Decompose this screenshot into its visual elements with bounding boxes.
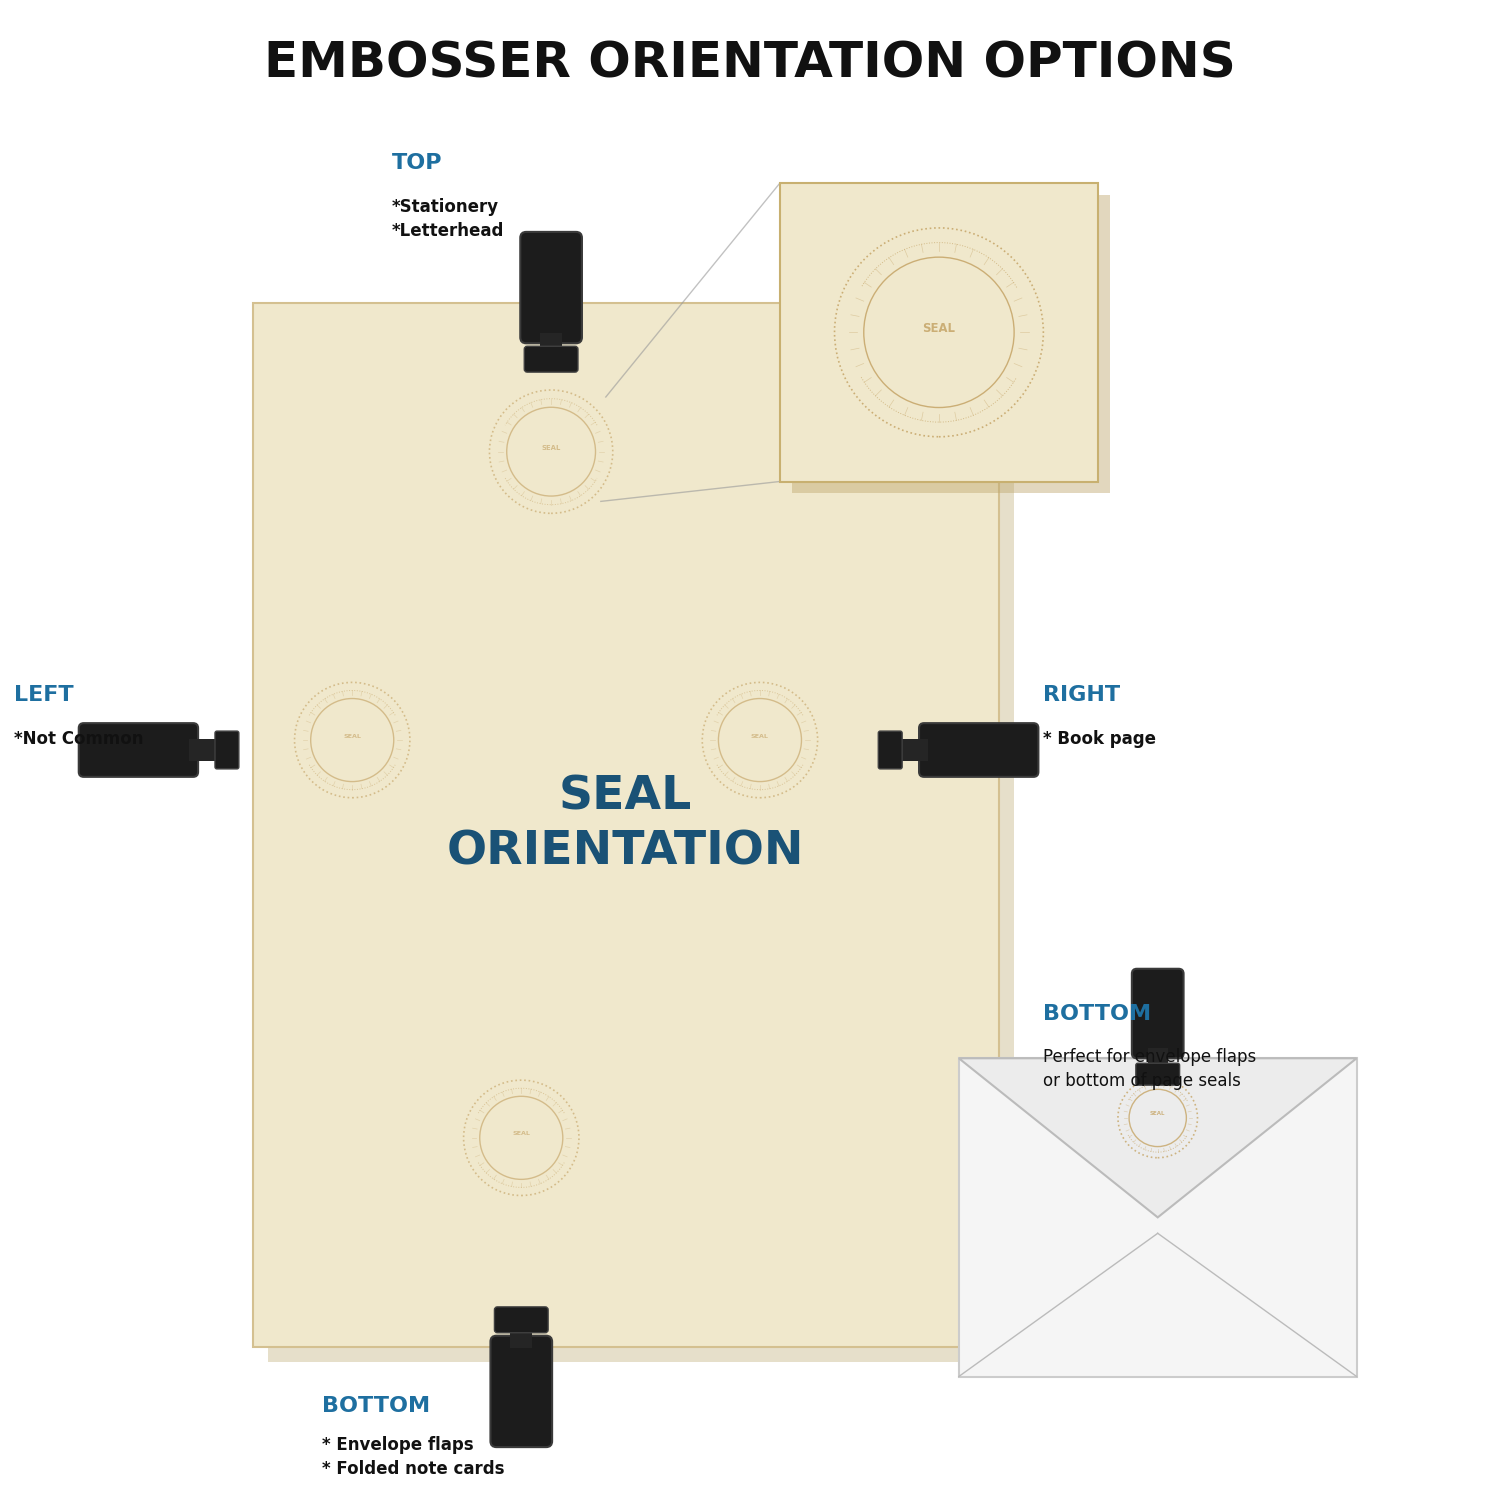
Text: LEFT: LEFT bbox=[13, 686, 74, 705]
FancyBboxPatch shape bbox=[920, 723, 1038, 777]
FancyBboxPatch shape bbox=[267, 318, 1014, 1362]
FancyBboxPatch shape bbox=[1136, 1064, 1179, 1084]
Text: SEAL: SEAL bbox=[513, 1131, 531, 1137]
Text: BOTTOM: BOTTOM bbox=[322, 1396, 430, 1416]
FancyBboxPatch shape bbox=[78, 723, 198, 777]
FancyBboxPatch shape bbox=[495, 1306, 548, 1332]
Bar bbox=[189, 740, 220, 760]
Text: * Envelope flaps
* Folded note cards: * Envelope flaps * Folded note cards bbox=[322, 1436, 506, 1478]
Text: SEAL: SEAL bbox=[1150, 1112, 1166, 1116]
Bar bbox=[1148, 1048, 1167, 1078]
FancyBboxPatch shape bbox=[958, 1059, 1356, 1377]
Text: *Stationery
*Letterhead: *Stationery *Letterhead bbox=[392, 198, 504, 240]
FancyBboxPatch shape bbox=[490, 1335, 552, 1448]
Polygon shape bbox=[958, 1059, 1356, 1218]
FancyBboxPatch shape bbox=[254, 303, 999, 1347]
Bar bbox=[510, 1316, 532, 1347]
FancyBboxPatch shape bbox=[780, 183, 1098, 482]
FancyBboxPatch shape bbox=[879, 730, 902, 770]
Text: SEAL: SEAL bbox=[542, 444, 561, 450]
Text: EMBOSSER ORIENTATION OPTIONS: EMBOSSER ORIENTATION OPTIONS bbox=[264, 40, 1236, 88]
FancyBboxPatch shape bbox=[792, 195, 1110, 494]
FancyBboxPatch shape bbox=[1132, 969, 1184, 1059]
Text: BOTTOM: BOTTOM bbox=[1044, 1004, 1152, 1023]
FancyBboxPatch shape bbox=[525, 346, 578, 372]
Text: SEAL
ORIENTATION: SEAL ORIENTATION bbox=[447, 774, 804, 874]
Text: SEAL: SEAL bbox=[922, 322, 956, 334]
Text: SEAL: SEAL bbox=[344, 734, 362, 738]
Text: SEAL: SEAL bbox=[752, 734, 770, 738]
FancyBboxPatch shape bbox=[214, 730, 238, 770]
Text: *Not Common: *Not Common bbox=[13, 730, 144, 748]
Text: TOP: TOP bbox=[392, 153, 442, 174]
Bar bbox=[896, 740, 928, 760]
Text: RIGHT: RIGHT bbox=[1044, 686, 1120, 705]
Text: Perfect for envelope flaps
or bottom of page seals: Perfect for envelope flaps or bottom of … bbox=[1044, 1048, 1257, 1090]
Bar bbox=[540, 333, 562, 364]
Text: * Book page: * Book page bbox=[1044, 730, 1156, 748]
FancyBboxPatch shape bbox=[520, 232, 582, 344]
